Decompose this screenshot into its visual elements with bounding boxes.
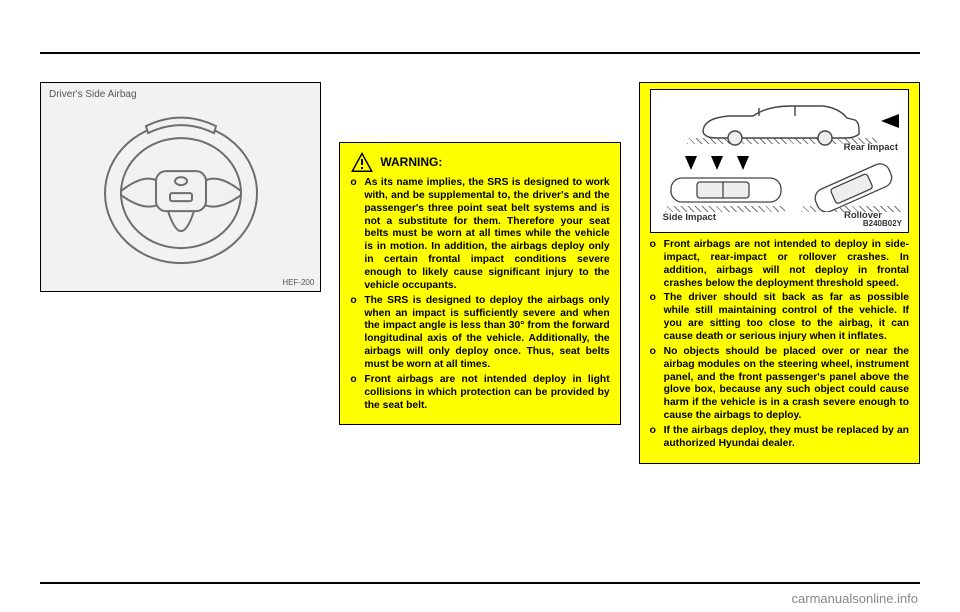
warning-triangle-icon — [350, 151, 374, 173]
list-item: oFront airbags are not intended deploy i… — [350, 374, 609, 413]
bullet-mark: o — [650, 292, 664, 343]
arrow-side-1 — [685, 156, 697, 175]
bullet-mark: o — [350, 374, 364, 413]
figure1-label: Driver's Side Airbag — [49, 89, 137, 100]
figure-drivers-airbag: Driver's Side Airbag — [40, 82, 321, 292]
warning1-list: oAs its name implies, the SRS is designe… — [350, 177, 609, 412]
bullet-text: If the airbags deploy, they must be re­p… — [664, 425, 909, 451]
arrow-side-2 — [711, 156, 723, 175]
figure-impact-types: Rear Impact Side Impact Rollover B240B02… — [650, 89, 909, 233]
bullet-text: The SRS is designed to deploy the airbag… — [364, 295, 609, 372]
column-3: Rear Impact Side Impact Rollover B240B02… — [639, 82, 920, 576]
warning2-list: oFront airbags are not intended to deplo… — [650, 239, 909, 451]
bullet-text: No objects should be placed over or near… — [664, 346, 909, 423]
bullet-mark: o — [650, 425, 664, 451]
car-side-impact — [667, 170, 785, 215]
list-item: oNo objects should be placed over or nea… — [650, 346, 909, 423]
warning-heading: WARNING: — [380, 155, 442, 170]
bullet-text: Front airbags are not intended deploy in… — [364, 374, 609, 413]
bullet-mark: o — [650, 346, 664, 423]
figure1-code: HEF-200 — [282, 278, 314, 287]
bottom-rule — [40, 582, 920, 584]
figure2-side-label: Side Impact — [663, 212, 716, 224]
figure2-code: B240B02Y — [863, 219, 902, 229]
columns: Driver's Side Airbag — [40, 82, 920, 576]
figure2-rear-label: Rear Impact — [844, 142, 898, 154]
list-item: oThe SRS is designed to deploy the airba… — [350, 295, 609, 372]
steering-wheel-illustration — [96, 111, 266, 276]
list-item: oThe driver should sit back as far as po… — [650, 292, 909, 343]
top-rule — [40, 52, 920, 54]
warning-heading-row: WARNING: — [350, 151, 609, 173]
bullet-text: The driver should sit back as far as pos… — [664, 292, 909, 343]
column-2: WARNING: oAs its name implies, the SRS i… — [339, 82, 620, 576]
list-item: oIf the airbags deploy, they must be re­… — [650, 425, 909, 451]
bullet-mark: o — [650, 239, 664, 290]
list-item: oFront airbags are not intended to deplo… — [650, 239, 909, 290]
bullet-text: As its name implies, the SRS is designed… — [364, 177, 609, 293]
bullet-text: Front airbags are not intended to deploy… — [664, 239, 909, 290]
page: Driver's Side Airbag — [0, 0, 960, 612]
car-rollover — [807, 162, 899, 217]
list-item: oAs its name implies, the SRS is designe… — [350, 177, 609, 293]
car-rear-impact — [695, 100, 865, 153]
bullet-mark: o — [350, 295, 364, 372]
warning-box-1: WARNING: oAs its name implies, the SRS i… — [339, 142, 620, 425]
arrow-side-3 — [737, 156, 749, 175]
column-1: Driver's Side Airbag — [40, 82, 321, 576]
arrow-rear — [879, 114, 899, 133]
bullet-mark: o — [350, 177, 364, 293]
watermark: carmanualsonline.info — [792, 591, 918, 606]
warning-box-2: Rear Impact Side Impact Rollover B240B02… — [639, 82, 920, 464]
